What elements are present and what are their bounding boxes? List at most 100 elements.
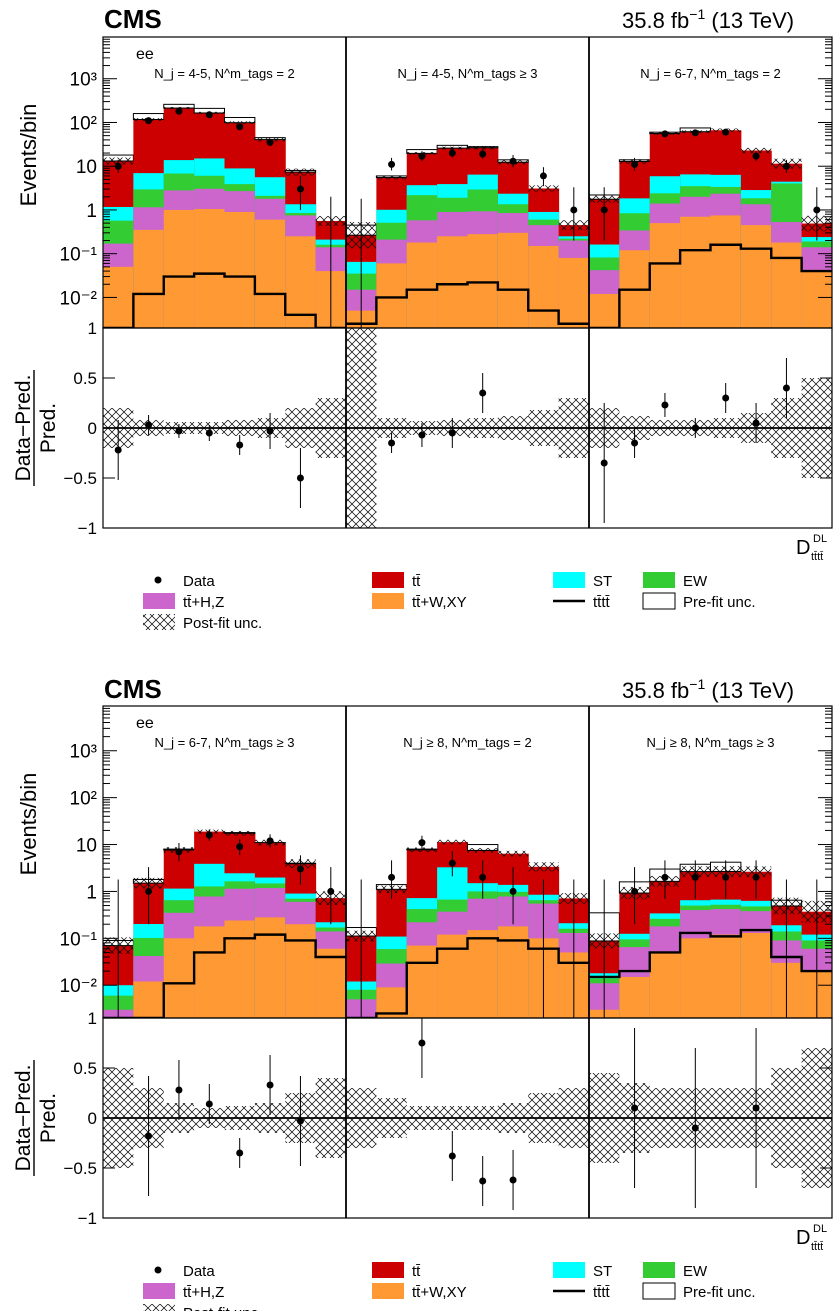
tttt-line-r2 xyxy=(346,281,589,325)
legend-swatch-ttHZ xyxy=(143,1283,175,1299)
ratio-point-r2-b6 xyxy=(509,1176,517,1184)
data-point-r3-b5 xyxy=(722,128,730,136)
y-tick-label: 10² xyxy=(70,789,97,810)
bar-ttWXY-r1-b3 xyxy=(163,938,195,1018)
ratio-point-r3-b4 xyxy=(691,1124,699,1132)
y-axis-label: Events/bin xyxy=(16,773,41,876)
postfit-band-r2-b4 xyxy=(437,839,468,845)
data-point-r1-b7 xyxy=(296,185,304,193)
ratio-tick-label: 0.5 xyxy=(73,369,97,388)
legend-label-ttbar: tt̄ xyxy=(412,573,421,590)
bar-ttWXY-r1-b7 xyxy=(285,236,317,328)
prefit-unc-r1-b7 xyxy=(284,169,317,173)
ratio-tick-label: 0 xyxy=(88,419,97,438)
ratio-point-r2-b5 xyxy=(479,1177,487,1185)
ratio-point-r1-b1 xyxy=(114,446,122,454)
ratio-point-r1-b3 xyxy=(175,1086,183,1094)
ratio-tick-label: 1 xyxy=(88,1009,97,1028)
bar-ttWXY-r1-b6 xyxy=(254,219,286,328)
prefit-unc-r1-b5 xyxy=(224,116,256,124)
postfit-band-r2-b7 xyxy=(528,185,559,192)
bar-ttWXY-r1-b3 xyxy=(163,209,195,328)
data-point-r1-b2 xyxy=(145,887,153,895)
ratio-y-label: Data−Pred. xyxy=(12,1065,35,1172)
legend-label-ew: EW xyxy=(683,573,708,590)
bar-ttWXY-r2-b7 xyxy=(528,245,560,328)
ratio-tick-label: −0.5 xyxy=(63,1159,97,1178)
bar-ttWXY-r2-b3 xyxy=(406,242,438,328)
bar-ttWXY-r2-b4 xyxy=(437,934,468,1018)
legend-label-tttt: tt̄tt̄ xyxy=(593,1284,611,1301)
bar-ttWXY-r1-b5 xyxy=(224,920,256,1018)
prefit-unc-r1-b5 xyxy=(224,832,256,834)
data-point-r3-b7 xyxy=(782,162,790,170)
bar-ttWXY-r3-b4 xyxy=(680,216,711,328)
ratio-point-r1-b4 xyxy=(205,429,213,437)
y-axis-label: Events/bin xyxy=(16,104,41,207)
y-tick-label: 1 xyxy=(86,882,97,903)
legend-label-st: ST xyxy=(593,1263,612,1280)
ratio-point-r2-b3 xyxy=(418,1039,426,1047)
ratio-point-r1-b5 xyxy=(236,441,244,449)
legend-swatch-data xyxy=(154,1266,162,1274)
legend-swatch-prefit xyxy=(642,592,676,610)
bar-ttWXY-r2-b4 xyxy=(437,236,468,328)
data-point-r2-b7 xyxy=(539,172,547,180)
ratio-point-r1-b2 xyxy=(145,1132,153,1140)
plot-area xyxy=(103,829,832,1018)
ratio-point-r1-b6 xyxy=(266,427,274,435)
legend-swatch-ttbar xyxy=(372,572,404,588)
lumi-label: 35.8 fb−1 (13 TeV) xyxy=(622,6,794,33)
data-point-r2-b6 xyxy=(509,887,517,895)
ratio-point-r1-b6 xyxy=(266,1081,274,1089)
bar-ttWXY-r3-b8 xyxy=(801,271,832,328)
bar-ttWXY-r2-b3 xyxy=(406,945,438,1018)
ratio-tick-label: 1 xyxy=(88,319,97,338)
ratio-point-r1-b2 xyxy=(145,421,153,429)
x-label-superscript: DL xyxy=(813,533,827,545)
data-point-r1-b6 xyxy=(266,138,274,146)
data-point-r1-b3 xyxy=(175,107,183,115)
bar-ttWXY-r2-b6 xyxy=(497,232,529,328)
lumi-exponent: −1 xyxy=(689,6,705,22)
legend-swatch-ttWXY xyxy=(372,593,404,609)
data-point-r2-b5 xyxy=(479,150,487,158)
x-label-main: D xyxy=(796,537,810,559)
data-point-r1-b4 xyxy=(205,111,213,119)
data-point-r2-b5 xyxy=(479,873,487,881)
data-point-r2-b4 xyxy=(448,149,456,157)
data-point-r3-b1 xyxy=(600,206,608,214)
prefit-unc-r2-b5 xyxy=(467,844,499,851)
x-label-main: D xyxy=(796,1227,810,1249)
energy-value: (13 TeV) xyxy=(705,8,794,33)
bar-ttWXY-r1-b5 xyxy=(224,211,256,328)
data-point-r2-b2 xyxy=(388,873,396,881)
region-label-2: N_j ≥ 8, N^m_tags = 2 xyxy=(403,735,531,750)
channel-label: ee xyxy=(136,715,154,732)
lumi-value: 35.8 fb xyxy=(622,8,689,33)
tttt-line-r3 xyxy=(589,243,832,328)
bar-ttWXY-r2-b8 xyxy=(558,257,590,328)
data-point-r1-b3 xyxy=(175,848,183,856)
bar-ttWXY-r1-b6 xyxy=(254,917,286,1018)
lumi-exponent: −1 xyxy=(689,676,705,692)
ratio-point-r2-b5 xyxy=(479,389,487,397)
x-axis-label: D xyxy=(796,537,810,559)
tttt-line-r1 xyxy=(103,272,346,328)
bar-ttWXY-r1-b4 xyxy=(194,926,225,1018)
ratio-point-r1-b7 xyxy=(296,1117,304,1125)
data-point-r1-b1 xyxy=(114,162,122,170)
bar-ttWXY-r3-b7 xyxy=(771,242,803,328)
ratio-point-r3-b5 xyxy=(722,394,730,402)
ratio-point-r3-b2 xyxy=(631,439,639,447)
legend-label-ttHZ: tt̄+H,Z xyxy=(183,1284,224,1301)
bar-ttWXY-r2-b5 xyxy=(467,930,499,1018)
lumi-value: 35.8 fb xyxy=(622,678,689,703)
ratio-point-r1-b7 xyxy=(296,474,304,482)
ratio-point-r2-b4 xyxy=(448,429,456,437)
legend-label-ttWXY: tt̄+W,XY xyxy=(412,594,467,611)
ratio-point-r1-b4 xyxy=(205,1100,213,1108)
ratio-tick-label: 0.5 xyxy=(73,1059,97,1078)
legend-label-data: Data xyxy=(183,1263,215,1280)
